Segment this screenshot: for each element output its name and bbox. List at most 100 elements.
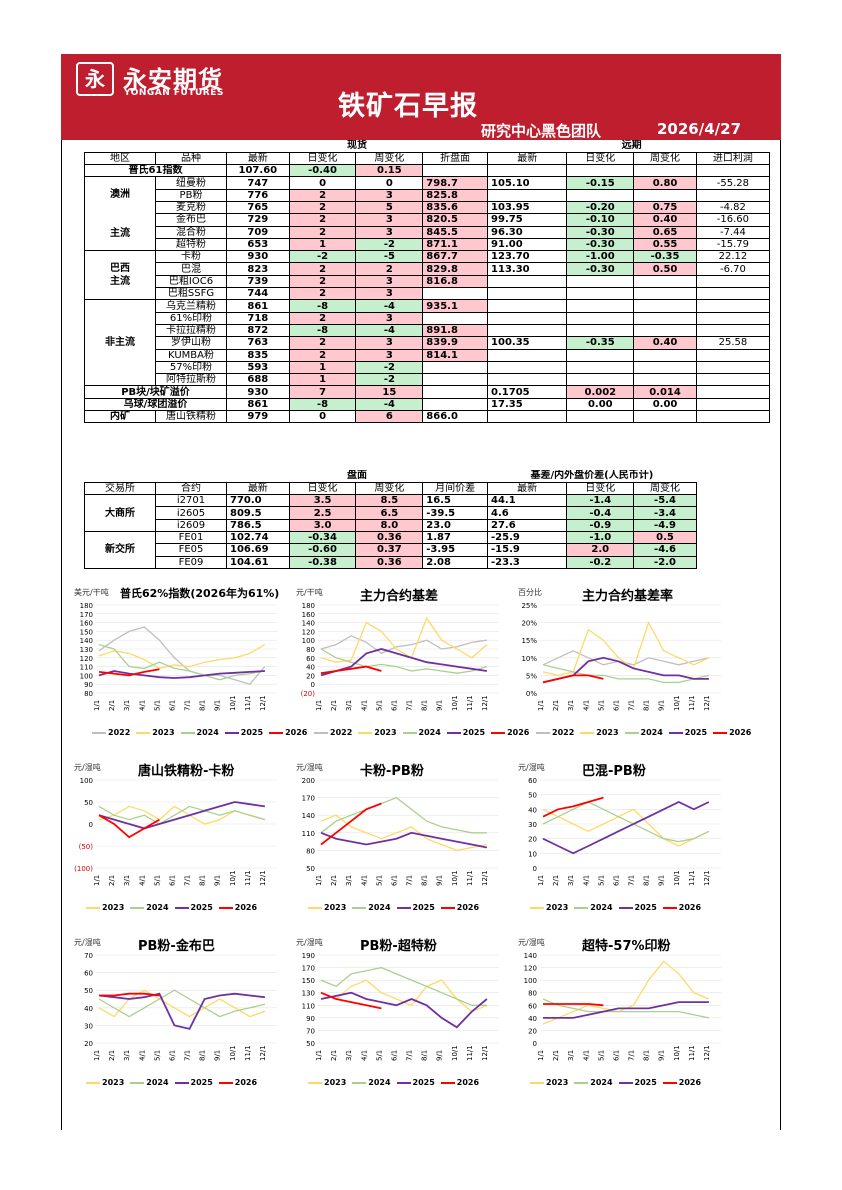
- series-line-2024: [98, 805, 266, 825]
- forward-week: -0.35: [633, 250, 697, 264]
- platts-row: 普氏61指数 107.60 -0.40 0.15: [84, 164, 771, 178]
- legend-swatch: [92, 731, 106, 734]
- y-tick-label: 50: [306, 1040, 315, 1048]
- chart-plot: 60 50 40 30 20 10 01/1 2/1 3/1 4/1 5/1 6/1 7/1 8/1 9/1…: [528, 777, 721, 886]
- table-cell: 0.15: [355, 164, 424, 178]
- forward-week: 0.80: [633, 176, 697, 190]
- series-line-2025: [543, 1001, 709, 1019]
- series-line-2023: [320, 814, 488, 852]
- x-tick-label: 1/1: [93, 875, 101, 886]
- table-cell: 0.00: [566, 397, 635, 412]
- x-tick-label: 11/1: [688, 870, 696, 886]
- legend-label: 2023: [546, 1078, 569, 1087]
- y-tick-label: 160: [302, 611, 315, 619]
- table-row: KUMBA粉 835 2 3 814.1: [85, 348, 771, 362]
- x-tick-label: 5/1: [153, 700, 161, 711]
- day-change: 3.0: [288, 518, 357, 532]
- series-line-2023: [320, 979, 488, 1013]
- table-cell: 0.002: [566, 385, 635, 399]
- table-row: 巴粗SSFG 744 2 3: [85, 287, 771, 301]
- x-tick-label: 7/1: [406, 875, 414, 886]
- disc-price: 835.6: [422, 200, 489, 215]
- legend-swatch: [396, 906, 411, 909]
- premium-label: PB块/块矿溢价: [84, 385, 227, 399]
- table-row: FE05 106.69 -0.60 0.37 -3.95 -15.9 2.0 -4.6: [85, 543, 770, 557]
- disc-price: 867.7: [422, 250, 489, 264]
- table-row: 卡拉拉精粉 872 -8 -4 891.8: [85, 323, 771, 338]
- week-change: 8.5: [355, 494, 424, 508]
- legend-label: 2023: [596, 728, 619, 737]
- week-change: 3: [355, 336, 424, 350]
- y-tick-label: 140: [80, 637, 93, 645]
- basis-day: -0.9: [566, 518, 635, 532]
- legend-swatch: [308, 906, 322, 909]
- series-line-2022: [320, 635, 487, 655]
- y-tick-label: (100): [74, 865, 93, 873]
- variety-name: 巴混: [155, 262, 227, 276]
- x-tick-label: 6/1: [390, 875, 398, 886]
- chart-unit: 元/湿吨: [296, 938, 323, 947]
- legend-label: 2024: [590, 1078, 613, 1087]
- series-line-2026: [542, 796, 604, 818]
- x-tick-label: 9/1: [658, 1050, 666, 1061]
- basis-week: -5.4: [633, 494, 697, 508]
- x-tick-label: 1/1: [93, 700, 101, 711]
- x-tick-label: 11/1: [244, 1045, 252, 1061]
- legend-label: 2026: [678, 1078, 702, 1087]
- forward-latest: 99.75: [487, 213, 568, 227]
- x-tick-label: 11/1: [688, 1045, 696, 1061]
- forward-latest: [487, 188, 568, 202]
- month-spread: 23.0: [422, 518, 488, 532]
- chart-2: 元/干吨 主力合约基差 180 160 140 120 100 80 60 40 20 0 (20) 1/…: [290, 585, 529, 740]
- forward-latest: 105.10: [487, 176, 568, 190]
- legend-label: 2025: [412, 1078, 435, 1087]
- column-header: 周变化: [633, 151, 697, 166]
- contract-name: FE05: [155, 543, 227, 557]
- table-row: 非主流 乌克兰精粉 861 -8 -4 935.1: [84, 299, 771, 387]
- series-line-2024: [542, 664, 710, 684]
- legend-swatch: [396, 1081, 411, 1084]
- legend-label: 2023: [102, 1078, 125, 1087]
- table-row: i2605 809.5 2.5 6.5 -39.5 4.6 -0.4 -3.4: [85, 506, 770, 520]
- forward-day: [566, 360, 635, 375]
- legend-swatch: [352, 906, 367, 909]
- series-line-2024: [542, 801, 710, 843]
- y-tick-label: 50: [306, 865, 315, 873]
- chart-title: PB粉-金布巴: [138, 939, 215, 954]
- chart-plot: 200 170 140 110 80 501/1 2/1 3/1 4/1 5/1 6/1 7/1 8/1…: [302, 777, 499, 886]
- x-tick-label: 5/1: [597, 875, 605, 886]
- table-cell: [422, 397, 489, 412]
- x-tick-label: 7/1: [628, 875, 636, 886]
- region-cell: 巴西 主流: [84, 250, 156, 301]
- legend-item: 2024: [574, 903, 613, 912]
- x-tick-label: 10/1: [229, 695, 237, 711]
- legend-swatch: [174, 906, 189, 909]
- legend-item: 2023: [86, 903, 124, 912]
- legend-label: 2026: [456, 1078, 480, 1087]
- table-row: 澳洲 主流 纽曼粉 747 0 0 798.7 105.10 -0.15 0.80 -55.28: [84, 176, 771, 252]
- legend-label: 2023: [546, 903, 569, 912]
- x-tick-label: 10/1: [229, 1045, 237, 1061]
- import-profit: [695, 188, 771, 202]
- forward-week: [633, 188, 697, 202]
- x-tick-label: 12/1: [703, 695, 711, 711]
- y-tick-label: 130: [80, 646, 93, 654]
- day-change: 2: [288, 348, 357, 362]
- legend-swatch: [536, 731, 550, 734]
- chart-title: 主力合约基差: [360, 589, 439, 604]
- chart-unit: 元/湿吨: [74, 763, 101, 772]
- table-cell: -8: [288, 397, 357, 412]
- y-tick-label: 70: [306, 1027, 315, 1035]
- chart-plot: 100 50 0 (50) (100)1/1 2/1 3/1 4/1 5/1 6/1 7/1 8/1 9…: [74, 777, 277, 886]
- table-row: 阿特拉斯粉 688 1 -2: [85, 373, 771, 387]
- legend-item: 2025: [668, 728, 707, 737]
- week-change: -2: [355, 373, 424, 387]
- import-profit: -16.60: [695, 213, 771, 227]
- x-tick-label: 4/1: [360, 1050, 368, 1061]
- chart-title: 唐山铁精粉-卡粉: [138, 764, 235, 779]
- import-profit: -7.44: [695, 225, 771, 239]
- legend-swatch: [180, 731, 195, 734]
- forward-week: [633, 323, 697, 338]
- x-tick-label: 12/1: [259, 870, 267, 886]
- latest-price: 729: [226, 213, 290, 227]
